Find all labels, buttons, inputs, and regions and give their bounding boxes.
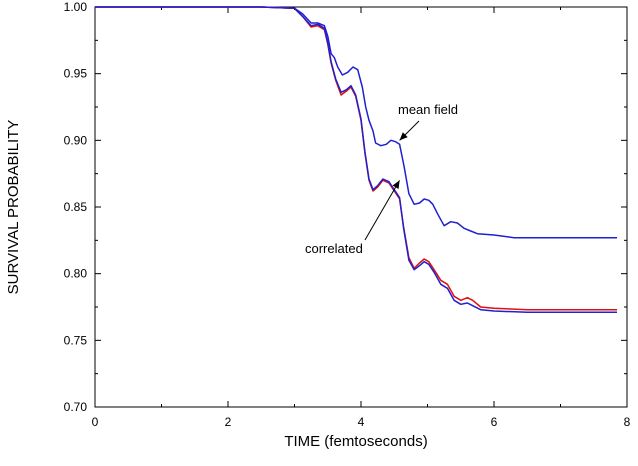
y-axis-label: SURVIVAL PROBABILITY — [5, 120, 22, 295]
x-tick-labels: 0 2 4 6 8 — [92, 415, 631, 429]
annotation-correlated-label: correlated — [305, 241, 363, 256]
series-line-2 — [95, 6, 617, 314]
y-tick-label: 0.95 — [64, 67, 88, 81]
annotation-mean-field-label: mean field — [398, 102, 458, 117]
series-lines — [95, 6, 617, 314]
y-tick-label: 0.75 — [64, 333, 88, 347]
y-tick-label: 0.70 — [64, 400, 88, 414]
axis-ticks — [94, 6, 628, 408]
x-axis-label: TIME (femtoseconds) — [284, 433, 427, 450]
y-tick-label: 0.80 — [64, 267, 88, 281]
y-tick-label: 0.90 — [64, 133, 88, 147]
x-tick-label: 0 — [92, 415, 99, 429]
y-tick-label: 0.85 — [64, 200, 88, 214]
annotation-correlated-arrowhead — [392, 180, 400, 190]
y-tick-label: 1.00 — [64, 0, 88, 14]
x-tick-label: 2 — [225, 415, 232, 429]
x-tick-label: 4 — [358, 415, 365, 429]
plot-frame — [94, 6, 628, 408]
x-tick-label: 6 — [491, 415, 498, 429]
y-tick-labels: 0.70 0.75 0.80 0.85 0.90 0.95 1.00 — [64, 0, 88, 414]
annotation-correlated-arrow — [364, 180, 401, 241]
series-line-0 — [95, 6, 617, 239]
x-tick-label: 8 — [624, 415, 631, 429]
series-line-1 — [95, 6, 617, 311]
annotation-mean-field-arrowhead — [399, 132, 408, 141]
